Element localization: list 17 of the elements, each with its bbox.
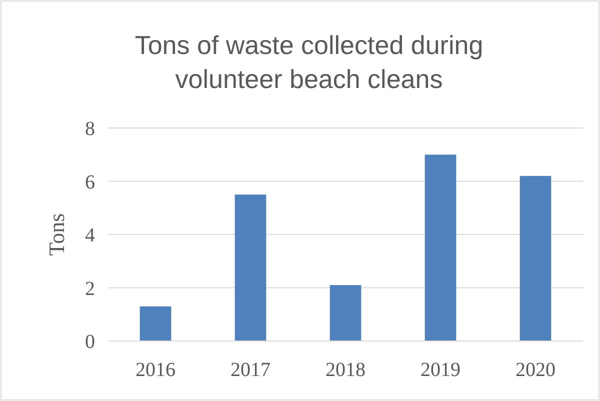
x-tick-label: 2017 [230,359,270,381]
bar [234,194,266,341]
x-tick-label: 2016 [136,359,176,381]
x-tick-label: 2020 [516,359,556,381]
y-tick-label: 8 [85,118,95,140]
bar [330,285,362,341]
y-tick-label: 4 [85,224,95,246]
bar [424,154,456,341]
bar [520,176,552,341]
chart-title: Tons of waste collected during volunteer beach cleans [134,30,484,94]
y-tick-label: 6 [85,171,95,194]
y-tick-label: 2 [85,278,95,300]
y-axis-title: Tons [44,213,69,256]
y-tick-label: 0 [85,331,95,353]
bar [140,306,172,341]
x-tick-label: 2019 [420,359,460,381]
x-tick-label: 2018 [326,359,366,381]
